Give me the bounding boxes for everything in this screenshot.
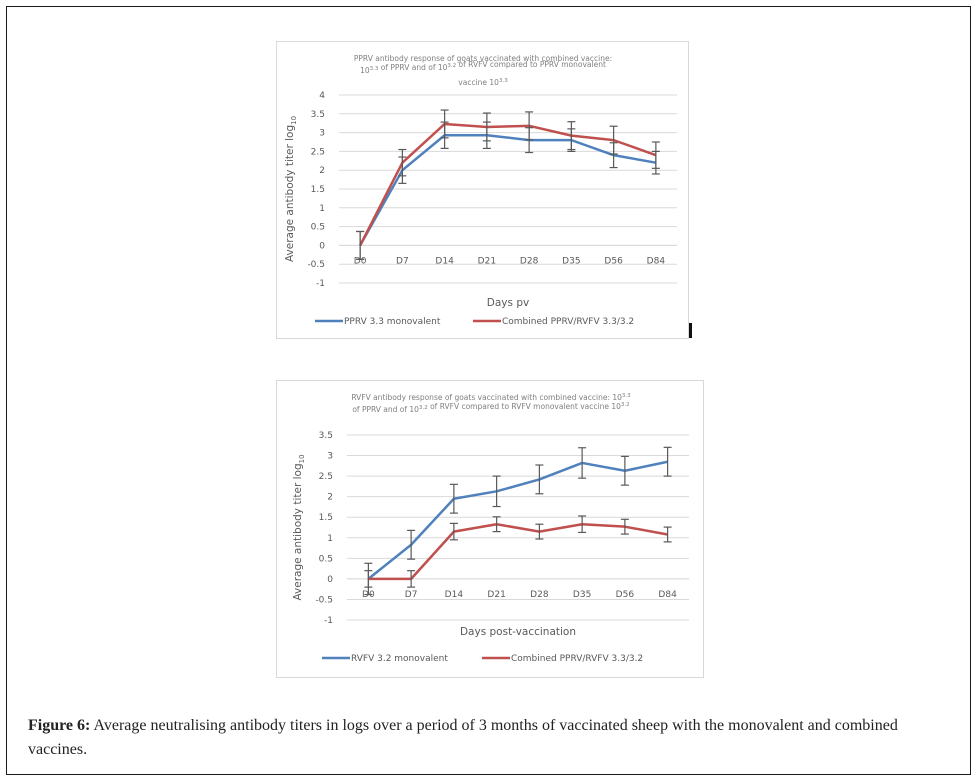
legend-label: RVFV 3.2 monovalent bbox=[351, 654, 448, 664]
x-tick-label: D28 bbox=[530, 590, 549, 600]
y-tick-label: 4 bbox=[319, 91, 325, 101]
x-axis-label: Days post-vaccination bbox=[460, 626, 576, 638]
x-tick-label: D7 bbox=[396, 256, 409, 266]
chart-rvfv-response: RVFV antibody response of goats vaccinat… bbox=[276, 380, 704, 678]
chart-rvfv-svg: RVFV antibody response of goats vaccinat… bbox=[292, 393, 689, 664]
y-tick-label: -1 bbox=[324, 616, 333, 626]
error-bar bbox=[407, 529, 416, 560]
x-tick-label: D7 bbox=[405, 590, 418, 600]
error-bar bbox=[578, 447, 587, 479]
chart-title-line: vaccine 103.3 bbox=[458, 78, 508, 87]
y-tick-label: 2.5 bbox=[311, 147, 325, 157]
legend-item: RVFV 3.2 monovalent bbox=[322, 654, 448, 664]
y-tick-label: 2 bbox=[319, 166, 325, 176]
chart-pprv-svg: PPRV antibody response of goats vaccinat… bbox=[284, 54, 677, 327]
error-bar bbox=[356, 230, 365, 260]
text-cursor-mark bbox=[689, 323, 692, 338]
error-bar bbox=[398, 148, 407, 177]
y-tick-label: 3 bbox=[319, 129, 325, 139]
error-bar bbox=[651, 141, 660, 169]
series-line-monovalent bbox=[359, 133, 657, 247]
chart-title-line: RVFV antibody response of goats vaccinat… bbox=[351, 393, 631, 402]
error-bar bbox=[492, 516, 501, 533]
y-tick-label: -0.5 bbox=[307, 260, 325, 270]
legend-item: Combined PPRV/RVFV 3.3/3.2 bbox=[482, 654, 643, 664]
y-axis-label: Average antibody titer log10 bbox=[284, 116, 298, 262]
y-axis-label: Average antibody titer log10 bbox=[292, 454, 306, 600]
error-bar bbox=[578, 515, 587, 534]
x-tick-label: D84 bbox=[647, 256, 666, 266]
x-tick-label: D56 bbox=[604, 256, 623, 266]
y-tick-label: 1 bbox=[319, 204, 325, 214]
y-tick-label: 2.5 bbox=[319, 472, 333, 482]
error-bar bbox=[609, 125, 618, 155]
error-bar bbox=[663, 446, 672, 477]
y-tick-label: -1 bbox=[316, 279, 325, 289]
y-tick-label: 3 bbox=[327, 452, 333, 462]
y-tick-label: 0 bbox=[319, 241, 325, 251]
error-bar bbox=[407, 570, 416, 588]
y-tick-label: -0.5 bbox=[315, 595, 333, 605]
legend-label: PPRV 3.3 monovalent bbox=[344, 317, 441, 327]
y-tick-label: 0 bbox=[327, 575, 333, 585]
series-line-combined bbox=[359, 122, 657, 246]
y-tick-label: 0.5 bbox=[319, 554, 333, 564]
error-bar bbox=[364, 570, 373, 588]
error-bar bbox=[449, 522, 458, 541]
x-tick-label: D14 bbox=[435, 256, 454, 266]
x-tick-label: D35 bbox=[573, 590, 591, 600]
y-tick-label: 1 bbox=[327, 534, 333, 544]
y-tick-label: 1.5 bbox=[311, 185, 325, 195]
error-bar bbox=[482, 112, 491, 142]
x-tick-label: D14 bbox=[445, 590, 464, 600]
x-tick-label: D84 bbox=[658, 590, 677, 600]
figure-frame bbox=[6, 6, 971, 775]
y-tick-label: 3.5 bbox=[319, 431, 333, 441]
y-tick-label: 1.5 bbox=[319, 513, 333, 523]
x-tick-label: D21 bbox=[487, 590, 505, 600]
error-bar bbox=[620, 518, 629, 535]
error-bar bbox=[663, 526, 672, 543]
error-bar bbox=[449, 483, 458, 514]
x-tick-label: D0 bbox=[354, 256, 367, 266]
error-bar bbox=[620, 455, 629, 486]
chart-pprv-response: PPRV antibody response of goats vaccinat… bbox=[276, 41, 689, 339]
error-bar bbox=[535, 464, 544, 495]
x-axis-label: Days pv bbox=[487, 297, 529, 309]
y-tick-label: 2 bbox=[327, 493, 333, 503]
x-tick-label: D56 bbox=[616, 590, 635, 600]
error-bar bbox=[492, 475, 501, 508]
chart-title-line: of PPRV and of 103.2 of RVFV compared to… bbox=[352, 402, 629, 414]
error-bar bbox=[440, 109, 449, 139]
legend-label: Combined PPRV/RVFV 3.3/3.2 bbox=[511, 654, 643, 664]
series-line-monovalent bbox=[367, 460, 668, 580]
x-tick-label: D21 bbox=[478, 256, 496, 266]
chart-title-line: PPRV antibody response of goats vaccinat… bbox=[354, 54, 612, 63]
y-tick-label: 3.5 bbox=[311, 110, 325, 120]
error-bar bbox=[535, 523, 544, 540]
series-line-combined bbox=[368, 522, 668, 581]
legend-label: Combined PPRV/RVFV 3.3/3.2 bbox=[502, 317, 634, 327]
error-bar bbox=[525, 111, 534, 141]
caption-text: Average neutralising antibody titers in … bbox=[28, 717, 898, 758]
legend-item: Combined PPRV/RVFV 3.3/3.2 bbox=[473, 317, 634, 327]
x-tick-label: D28 bbox=[520, 256, 539, 266]
legend-item: PPRV 3.3 monovalent bbox=[315, 317, 441, 327]
x-tick-label: D35 bbox=[562, 256, 580, 266]
figure-caption: Figure 6: Average neutralising antibody … bbox=[28, 714, 958, 762]
y-tick-label: 0.5 bbox=[311, 223, 325, 233]
error-bar bbox=[567, 121, 576, 151]
chart-title-line: 103.3 of PPRV and of 103.2 of RVFV compa… bbox=[360, 60, 606, 75]
caption-label: Figure 6: bbox=[28, 717, 91, 734]
